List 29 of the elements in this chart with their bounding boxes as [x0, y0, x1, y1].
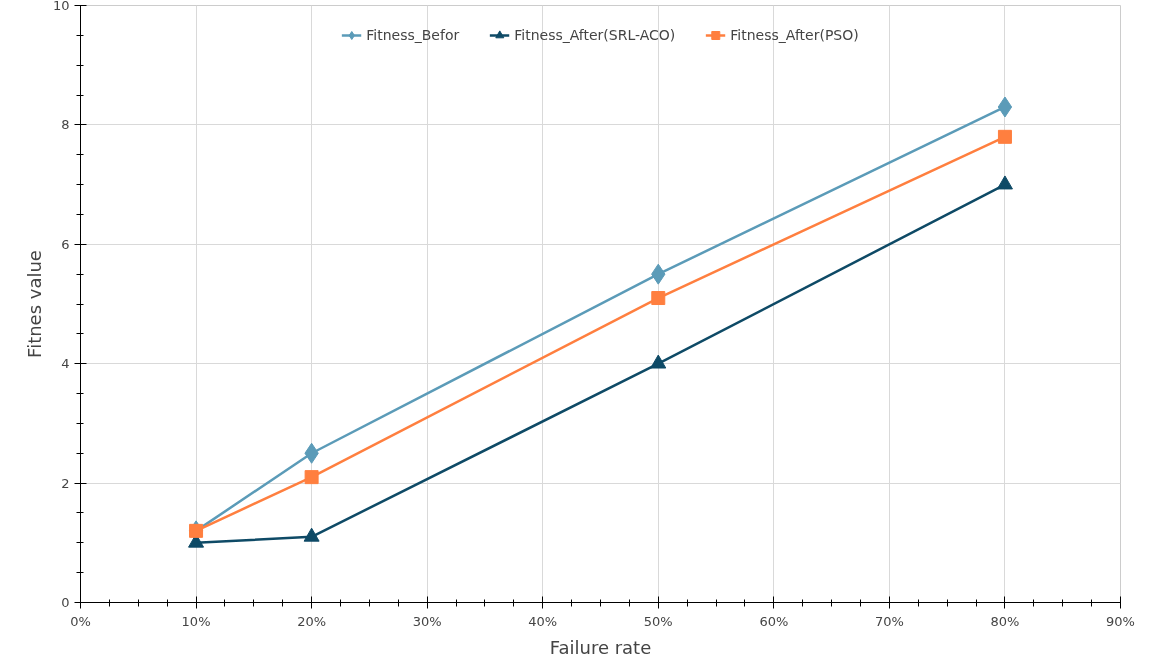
- legend-label: Fitness_After(PSO): [730, 27, 859, 43]
- x-tick-label: 10%: [181, 613, 211, 629]
- x-tick-label: 30%: [412, 613, 442, 629]
- x-tick-label: 0%: [70, 613, 91, 629]
- x-tick-label: 60%: [759, 613, 789, 629]
- y-tick-label: 4: [61, 356, 70, 372]
- y-tick-label: 10: [52, 0, 70, 13]
- x-tick-label: 80%: [990, 613, 1020, 629]
- point: [189, 523, 204, 538]
- x-tick-label: 90%: [1106, 613, 1135, 629]
- x-tick-label: 50%: [643, 613, 673, 629]
- y-tick-label: 0: [61, 595, 70, 610]
- point: [303, 527, 320, 542]
- point: [304, 470, 319, 485]
- point: [651, 291, 666, 306]
- legend-label: Fitness_After(SRL-ACO): [514, 27, 676, 43]
- point: [996, 175, 1013, 190]
- point: [650, 354, 667, 369]
- y-tick-label: 8: [61, 117, 70, 133]
- x-tick-label: 70%: [874, 613, 904, 629]
- point: [997, 129, 1012, 144]
- x-axis-title: Failure rate: [549, 636, 652, 658]
- point: [997, 96, 1013, 118]
- y-axis-title: Fitnes value: [23, 250, 45, 358]
- x-tick-label: 20%: [297, 613, 327, 629]
- y-tick-label: 6: [61, 236, 70, 252]
- legend-label: Fitness_Befor: [366, 27, 460, 43]
- y-tick-label: 2: [61, 475, 70, 491]
- x-tick-label: 40%: [528, 613, 558, 629]
